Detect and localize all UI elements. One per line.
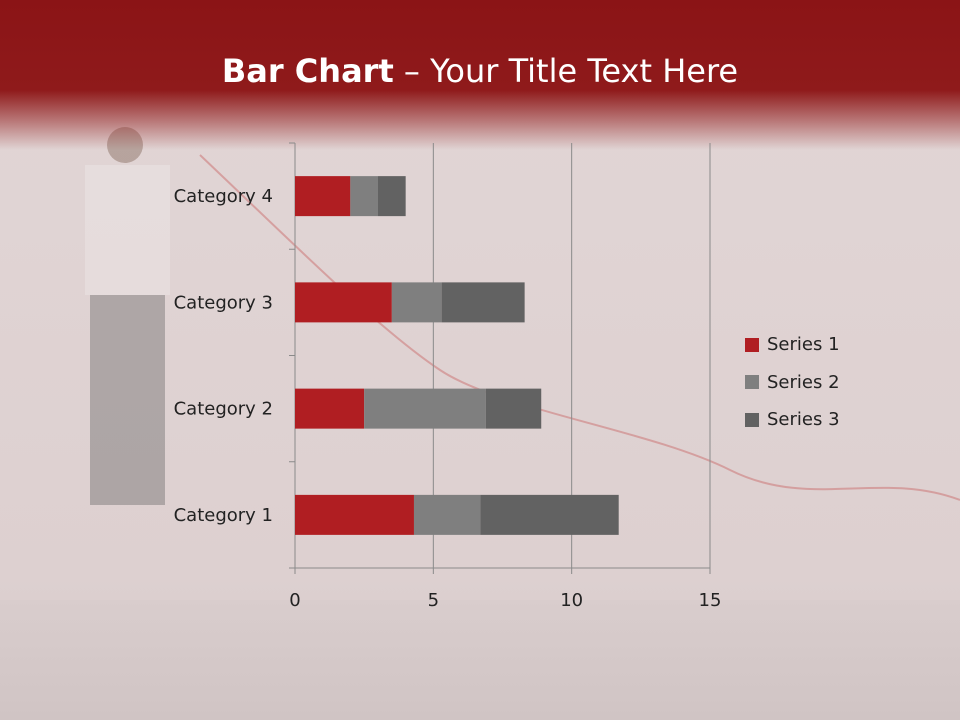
legend-label: Series 2 — [767, 371, 840, 393]
legend-label: Series 3 — [767, 409, 840, 431]
bar-segment-series-1 — [295, 282, 392, 323]
legend-swatch — [745, 412, 759, 427]
bar-segment-series-3 — [441, 282, 525, 323]
bar-segment-series-1 — [295, 494, 414, 535]
bar-segment-series-1 — [295, 388, 365, 429]
title-bar — [0, 0, 960, 150]
trend-arrow-decoration — [199, 154, 960, 501]
legend-label: Series 1 — [767, 334, 840, 356]
bar-segment-series-2 — [350, 176, 378, 217]
legend-item: Series 2 — [745, 364, 840, 402]
legend-swatch — [745, 337, 759, 352]
category-label: Category 4 — [174, 186, 273, 207]
bar-segment-series-2 — [364, 388, 486, 429]
legend-swatch — [745, 375, 759, 390]
x-tick-label: 15 — [699, 590, 722, 611]
person-on-ladder-image — [85, 127, 170, 505]
legend-item: Series 3 — [745, 401, 840, 439]
bar-segment-series-1 — [295, 176, 351, 217]
category-label: Category 3 — [174, 292, 273, 313]
slide-title: Bar Chart – Your Title Text Here — [221, 52, 739, 90]
background-floor — [0, 600, 960, 720]
x-tick-label: 10 — [560, 590, 583, 611]
category-label: Category 1 — [174, 505, 273, 526]
bar-segment-series-3 — [378, 176, 406, 217]
bar-segment-series-3 — [485, 388, 542, 429]
bar-segment-series-3 — [480, 494, 619, 535]
x-tick-label: 0 — [289, 590, 300, 611]
category-label: Category 2 — [174, 399, 273, 420]
x-tick-label: 5 — [428, 590, 439, 611]
chart-legend: Series 1 Series 2 Series 3 — [745, 326, 840, 439]
bar-segment-series-2 — [391, 282, 442, 323]
bar-segment-series-2 — [413, 494, 481, 535]
legend-item: Series 1 — [745, 326, 840, 364]
